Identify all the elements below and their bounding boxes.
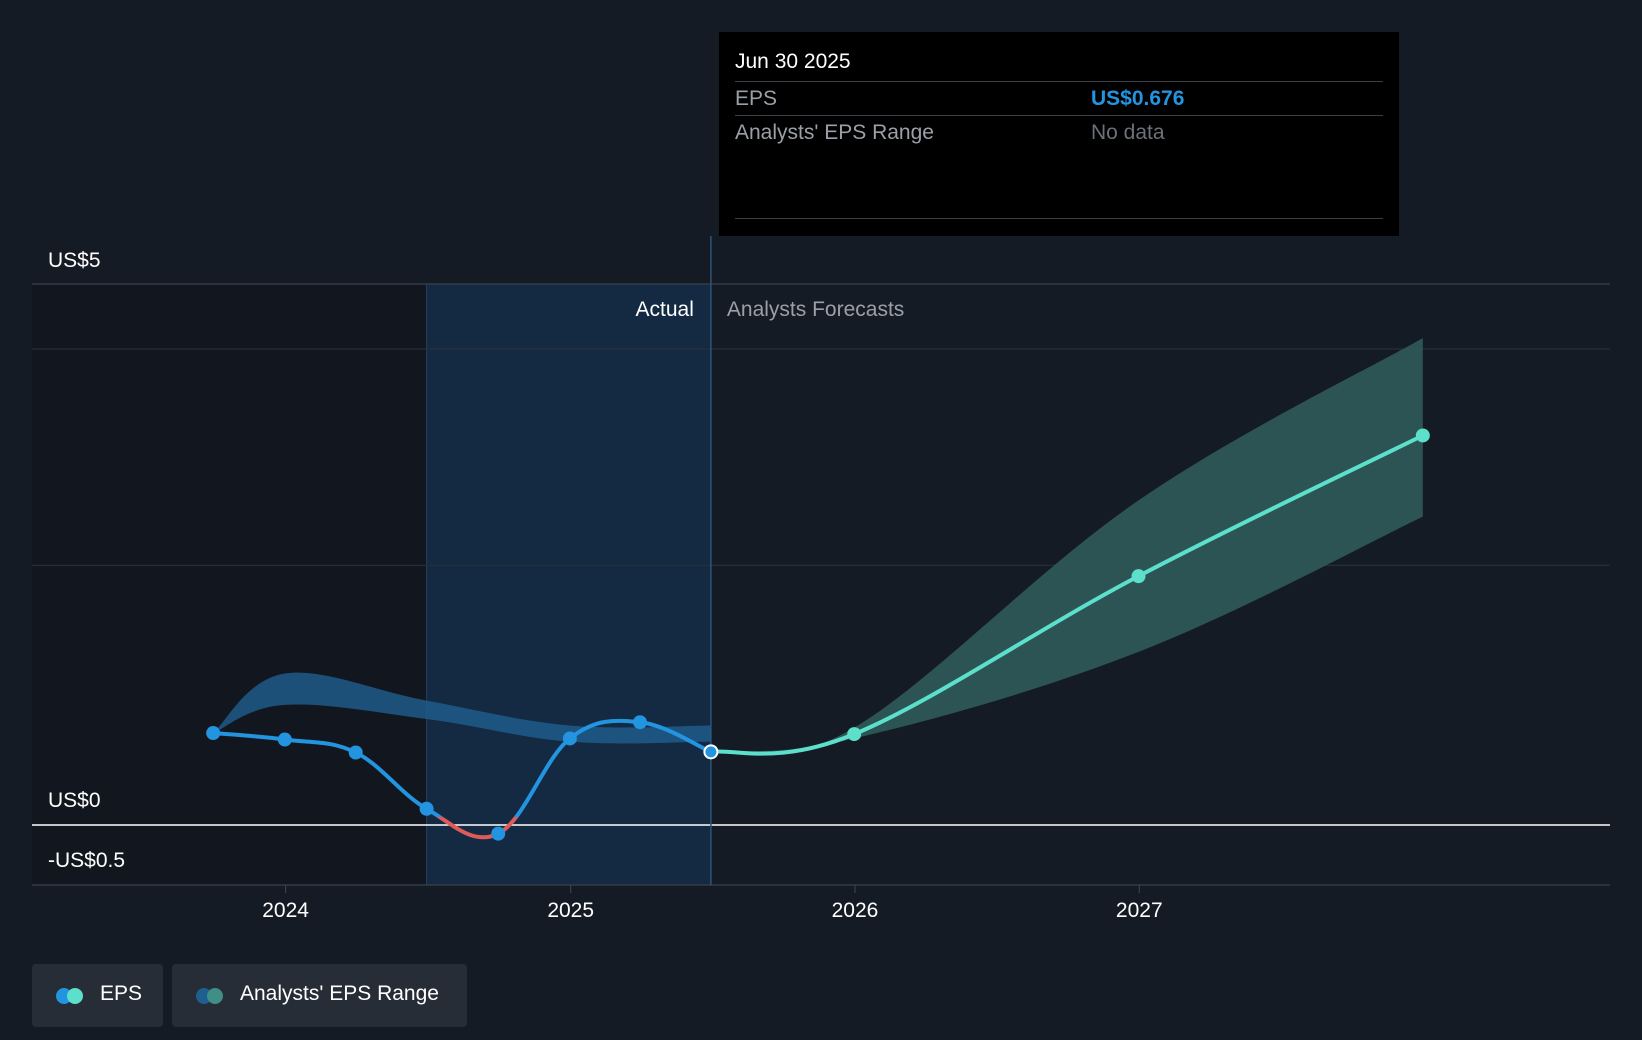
eps-point-actual [206,726,221,741]
eps-range-band-forecast [710,338,1423,756]
eps-line-actual [211,718,713,817]
eps-line-negative [436,817,519,840]
x-tick-label: 2024 [262,899,309,922]
tooltip-range-label: Analysts' EPS Range [735,121,934,144]
eps-range-band-actual [213,672,711,744]
tooltip-date: Jun 30 2025 [735,50,851,73]
tooltip-eps-value: US$0.676 [1091,87,1185,110]
eps-point-actual [633,715,648,730]
y-tick-label: US$0 [48,789,101,812]
tooltip-divider [735,218,1383,219]
eps-point-actual [348,745,363,760]
tooltip-range-row: Analysts' EPS Range No data [735,115,1383,150]
legend-range-label: Analysts' EPS Range [240,982,439,1005]
hover-tooltip: Jun 30 2025 EPS US$0.676 Analysts' EPS R… [719,32,1399,236]
eps-point-actual [277,732,292,747]
tooltip-eps-label: EPS [735,87,778,110]
eps-point-actual [491,826,506,841]
eps-point-forecast [847,727,862,742]
actual-label: Actual [636,298,694,321]
x-tick-label: 2026 [832,899,879,922]
eps-point-forecast [1415,428,1430,443]
eps-point-actual [562,731,577,746]
legend-range-button[interactable]: Analysts' EPS Range [172,964,467,1027]
eps-point-forecast [1131,569,1146,584]
range-legend-icon [196,988,226,1004]
x-tick-label: 2027 [1116,899,1163,922]
eps-legend-icon [56,988,86,1004]
tooltip-eps-row: EPS US$0.676 [735,81,1383,116]
y-tick-label: -US$0.5 [48,849,125,872]
forecast-label: Analysts Forecasts [727,298,904,321]
tooltip-range-value: No data [1091,121,1165,144]
past-region [32,284,427,885]
actual-highlight-region [426,284,711,885]
x-tick-label: 2025 [547,899,594,922]
eps-point-actual [419,801,434,816]
y-tick-label: US$5 [48,249,101,272]
eps-point-hover-inner [705,746,717,758]
legend-eps-label: EPS [100,982,143,1005]
legend-eps-button[interactable]: EPS [32,964,163,1027]
eps-line-forecast [708,433,1425,756]
